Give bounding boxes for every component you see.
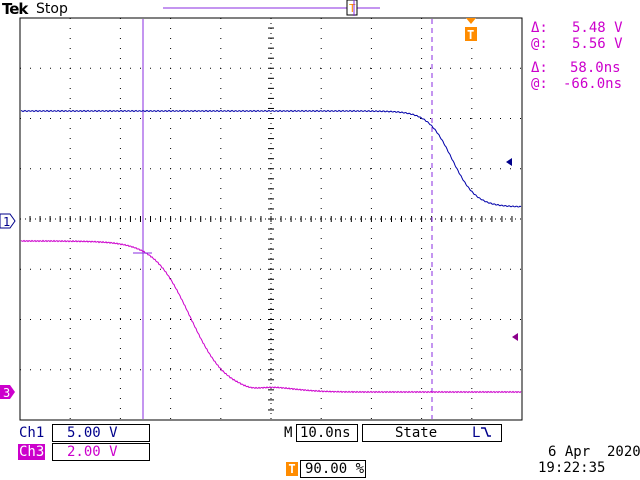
time-readout: 19:22:35 <box>538 460 606 476</box>
svg-text:1: 1 <box>3 215 10 229</box>
trigger-slope-icon: L <box>472 425 492 441</box>
ch3-waveform <box>20 239 522 394</box>
trigger-mode[interactable]: State <box>362 424 502 442</box>
trigger-position-marker[interactable]: T <box>465 18 477 42</box>
svg-text:T: T <box>349 2 356 15</box>
record-overview-bar: T <box>163 0 380 16</box>
trigger-position-icon: T <box>286 462 298 476</box>
ch1-ground-marker[interactable]: 1 <box>0 213 16 229</box>
ch3-trigger-level-icon[interactable] <box>512 333 518 341</box>
timebase-value[interactable]: 10.0ns <box>296 424 358 442</box>
graticule-grid <box>19 17 523 421</box>
voltage-delta-label: Δ: <box>531 20 548 36</box>
svg-text:3: 3 <box>3 386 10 400</box>
ch1-trigger-level-icon[interactable] <box>506 158 512 166</box>
trigger-position-value[interactable]: 90.00 % <box>300 460 366 478</box>
ch3-ground-marker[interactable]: 3 <box>0 385 15 400</box>
ch3-label[interactable]: Ch3 <box>18 444 46 460</box>
acquisition-status: Stop <box>36 1 68 17</box>
date-readout: 6 Apr 2020 <box>548 444 640 460</box>
timebase-prefix: M <box>284 425 293 441</box>
time-delta-label: Δ: <box>531 60 548 76</box>
voltage-at-value: 5.56 V <box>572 36 623 52</box>
ch3-scale[interactable]: 2.00 V <box>52 443 150 461</box>
svg-text:T: T <box>467 28 474 42</box>
time-at-value: -66.0ns <box>563 76 623 92</box>
brand-logo: Tek <box>2 0 28 18</box>
ch1-scale[interactable]: 5.00 V <box>52 424 150 442</box>
time-at-label: @: <box>531 76 548 92</box>
ch1-waveform <box>20 109 522 208</box>
voltage-at-label: @: <box>531 36 548 52</box>
time-delta-value: 58.0ns <box>570 60 621 76</box>
ch1-label[interactable]: Ch1 <box>19 425 45 441</box>
voltage-delta-value: 5.48 V <box>572 20 623 36</box>
